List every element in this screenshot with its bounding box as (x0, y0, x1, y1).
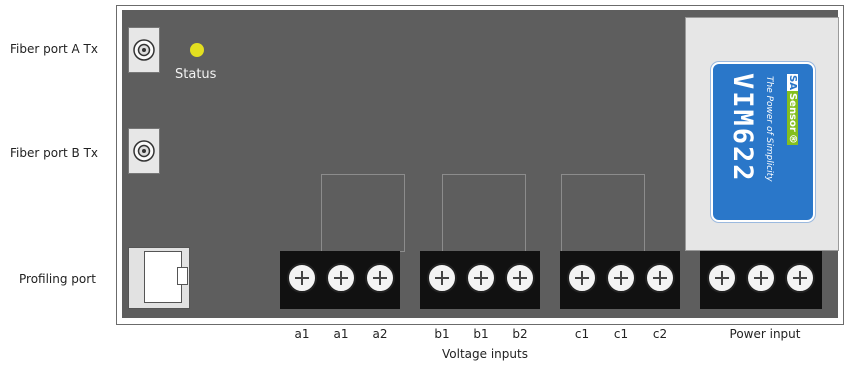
terminal-label: c1 (613, 327, 629, 341)
module-title: VIM622 (727, 73, 758, 183)
terminal-screw-c2[interactable] (645, 263, 675, 293)
terminal-screw-a1[interactable] (287, 263, 317, 293)
bnc-connector-icon (133, 39, 155, 61)
vim-badge: SASensor® The Power of Simplicity VIM622 (711, 62, 815, 222)
power-screw-3[interactable] (785, 263, 815, 293)
power-screw-2[interactable] (746, 263, 776, 293)
terminal-screw-a1-2[interactable] (326, 263, 356, 293)
terminal-screw-c1-2[interactable] (606, 263, 636, 293)
component-footprint-c (561, 174, 645, 252)
component-footprint-b (442, 174, 526, 252)
profiling-port-latch (177, 267, 188, 285)
voltage-inputs-label: Voltage inputs (442, 347, 528, 361)
status-label: Status (175, 67, 217, 82)
terminal-screw-c1[interactable] (567, 263, 597, 293)
fiber-port-b[interactable] (128, 128, 160, 174)
terminal-screw-a2[interactable] (365, 263, 395, 293)
fiber-port-a-label: Fiber port A Tx (10, 42, 98, 56)
bnc-connector-icon (133, 140, 155, 162)
module-tagline: The Power of Simplicity (764, 76, 774, 182)
terminal-screw-b2[interactable] (505, 263, 535, 293)
brand-logo: SASensor® (787, 74, 798, 145)
terminal-label: a1 (294, 327, 310, 341)
profiling-port-socket (144, 251, 182, 303)
terminal-label: a2 (372, 327, 388, 341)
profiling-port-label: Profiling port (19, 272, 96, 286)
power-screw-1[interactable] (707, 263, 737, 293)
terminal-label: a1 (333, 327, 349, 341)
terminal-label: c2 (652, 327, 668, 341)
terminal-screw-b1-2[interactable] (466, 263, 496, 293)
fiber-port-a[interactable] (128, 27, 160, 73)
power-input-label: Power input (729, 327, 801, 341)
terminal-label: b1 (473, 327, 489, 341)
terminal-screw-b1[interactable] (427, 263, 457, 293)
component-footprint-a (321, 174, 405, 252)
fiber-port-b-label: Fiber port B Tx (10, 146, 99, 160)
terminal-label: b2 (512, 327, 528, 341)
terminal-label: b1 (434, 327, 450, 341)
terminal-label: c1 (574, 327, 590, 341)
status-led (190, 43, 204, 57)
